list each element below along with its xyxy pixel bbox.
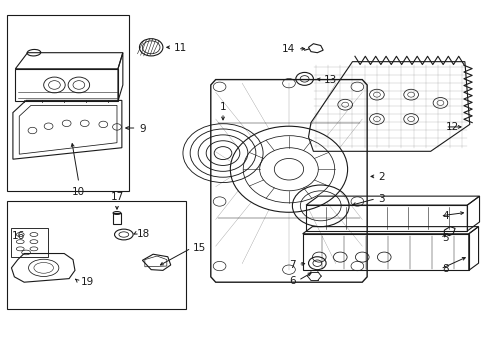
- Text: 19: 19: [80, 277, 94, 287]
- Text: 6: 6: [289, 276, 296, 286]
- Text: 14: 14: [282, 45, 295, 54]
- Text: 13: 13: [324, 75, 338, 85]
- Bar: [113, 213, 121, 224]
- Text: 9: 9: [139, 124, 146, 134]
- Text: 11: 11: [173, 43, 187, 53]
- Text: 12: 12: [446, 122, 460, 132]
- Text: 8: 8: [442, 264, 449, 274]
- Bar: [6, 201, 186, 309]
- Text: 16: 16: [11, 231, 24, 241]
- Text: 4: 4: [442, 211, 449, 221]
- Text: 1: 1: [220, 102, 226, 112]
- Text: 3: 3: [378, 194, 385, 204]
- Text: 2: 2: [378, 172, 385, 182]
- Text: 10: 10: [72, 187, 84, 197]
- Text: 5: 5: [442, 233, 449, 243]
- Text: 17: 17: [110, 192, 123, 202]
- Text: 15: 15: [193, 243, 206, 253]
- Bar: [6, 15, 129, 191]
- Text: 18: 18: [137, 229, 150, 239]
- Text: 7: 7: [289, 260, 296, 270]
- Bar: [11, 228, 48, 257]
